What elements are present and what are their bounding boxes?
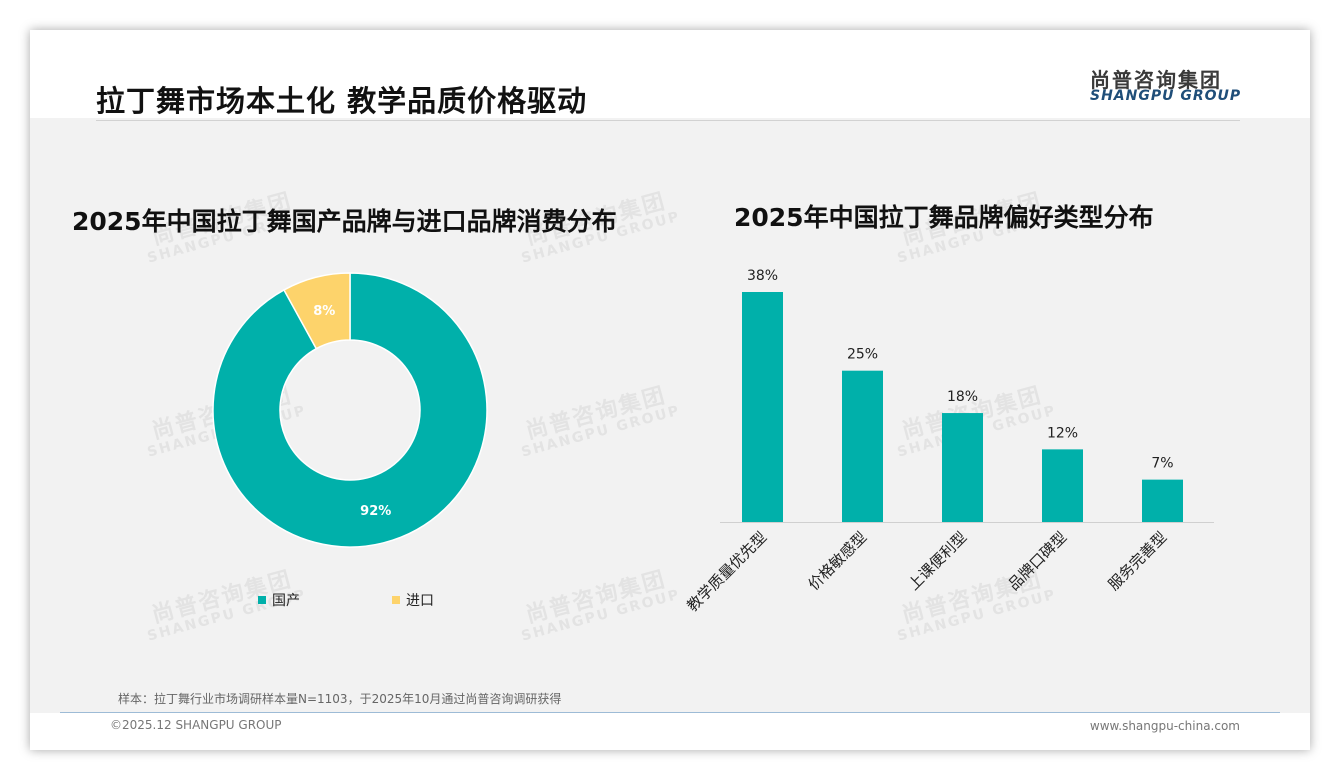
x-tick-label: 价格敏感型	[805, 528, 871, 594]
header-band	[30, 30, 1310, 118]
website-url: www.shangpu-china.com	[1089, 719, 1240, 733]
legend-item-domestic: 国产	[258, 590, 300, 610]
legend-label-domestic: 国产	[272, 593, 300, 609]
x-tick-label: 品牌口碑型	[1005, 528, 1071, 594]
donut-chart-title: 2025年中国拉丁舞国产品牌与进口品牌消费分布	[72, 207, 617, 236]
header-divider	[96, 120, 1240, 121]
x-tick-label: 上课便利型	[905, 528, 971, 594]
footer-divider	[60, 712, 1280, 713]
bar	[1042, 449, 1083, 522]
bar-value-label: 12%	[1047, 425, 1078, 441]
bar-value-label: 38%	[747, 268, 778, 284]
page-title: 拉丁舞市场本土化 教学品质价格驱动	[96, 84, 588, 118]
bar-value-label: 25%	[847, 347, 878, 363]
footnote: 样本：拉丁舞行业市场调研样本量N=1103，于2025年10月通过尚普咨询调研获…	[118, 692, 562, 706]
donut-slice-label: 8%	[313, 304, 335, 319]
donut-slice-label: 92%	[360, 504, 391, 519]
x-tick-label: 服务完善型	[1105, 528, 1171, 594]
legend-label-imported: 进口	[406, 593, 434, 609]
legend-swatch-imported	[392, 596, 400, 604]
bar	[942, 413, 983, 522]
bar-value-label: 18%	[947, 389, 978, 405]
x-tick-label: 教学质量优先型	[683, 528, 770, 615]
donut-slice	[212, 272, 488, 548]
legend-swatch-domestic	[258, 596, 266, 604]
brand-logo-cn: 尚普咨询集团	[1090, 68, 1222, 92]
footer-band	[30, 713, 1310, 750]
bar-chart-title: 2025年中国拉丁舞品牌偏好类型分布	[734, 203, 1154, 232]
bar-value-label: 7%	[1151, 456, 1173, 472]
donut-slice	[282, 272, 351, 350]
bar	[842, 370, 883, 522]
copyright: ©2025.12 SHANGPU GROUP	[110, 718, 282, 732]
bar	[1142, 479, 1183, 522]
slide: 拉丁舞市场本土化 教学品质价格驱动 尚普咨询集团 SHANGPU GROUP 尚…	[30, 30, 1310, 750]
bar	[742, 292, 783, 522]
donut-chart: 92% 8%	[212, 272, 488, 548]
brand-logo-en: SHANGPU GROUP	[1090, 88, 1242, 104]
legend-item-imported: 进口	[392, 590, 434, 610]
bar-chart: 38% 教学质量优先型 25% 价格敏感型 18% 上课便利型 12% 品牌口碑型 7% 服务完善…	[683, 268, 1214, 615]
